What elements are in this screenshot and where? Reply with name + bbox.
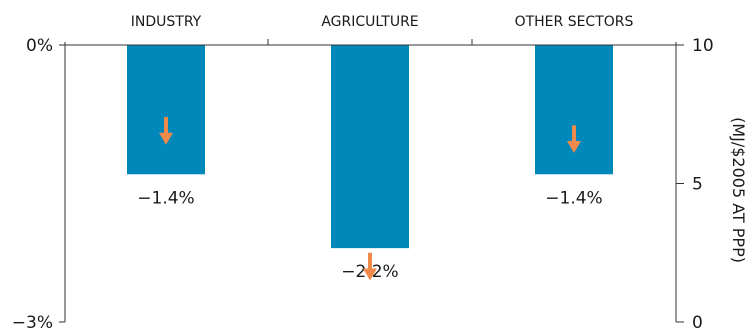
category-label: AGRICULTURE <box>321 14 418 30</box>
bar <box>127 45 205 175</box>
left-tick-label: −3% <box>12 313 53 328</box>
right-tick-label: 5 <box>692 175 703 195</box>
trend-arrow <box>159 117 173 145</box>
bar <box>535 45 613 175</box>
bars <box>127 45 613 249</box>
bar <box>331 45 409 249</box>
category-labels: INDUSTRY AGRICULTURE OTHER SECTORS <box>131 14 634 30</box>
category-label: OTHER SECTORS <box>515 14 634 30</box>
bar-value-label: −1.4% <box>137 188 194 208</box>
trend-arrow <box>567 125 581 154</box>
right-axis-label: (MJ/$2005 AT PPP) <box>729 117 748 263</box>
right-tick-label: 0 <box>692 313 703 328</box>
arrow-head <box>567 141 581 154</box>
arrow-head <box>159 132 173 145</box>
category-label: INDUSTRY <box>131 14 202 30</box>
right-tick-label: 10 <box>692 36 714 56</box>
bar-value-label: −1.4% <box>545 188 602 208</box>
trend-arrow <box>363 252 377 281</box>
axes: 0% −3% 10 5 0 <box>12 36 714 328</box>
trend-arrows <box>159 117 581 281</box>
left-tick-label: 0% <box>26 36 53 56</box>
arrow-head <box>363 268 377 281</box>
